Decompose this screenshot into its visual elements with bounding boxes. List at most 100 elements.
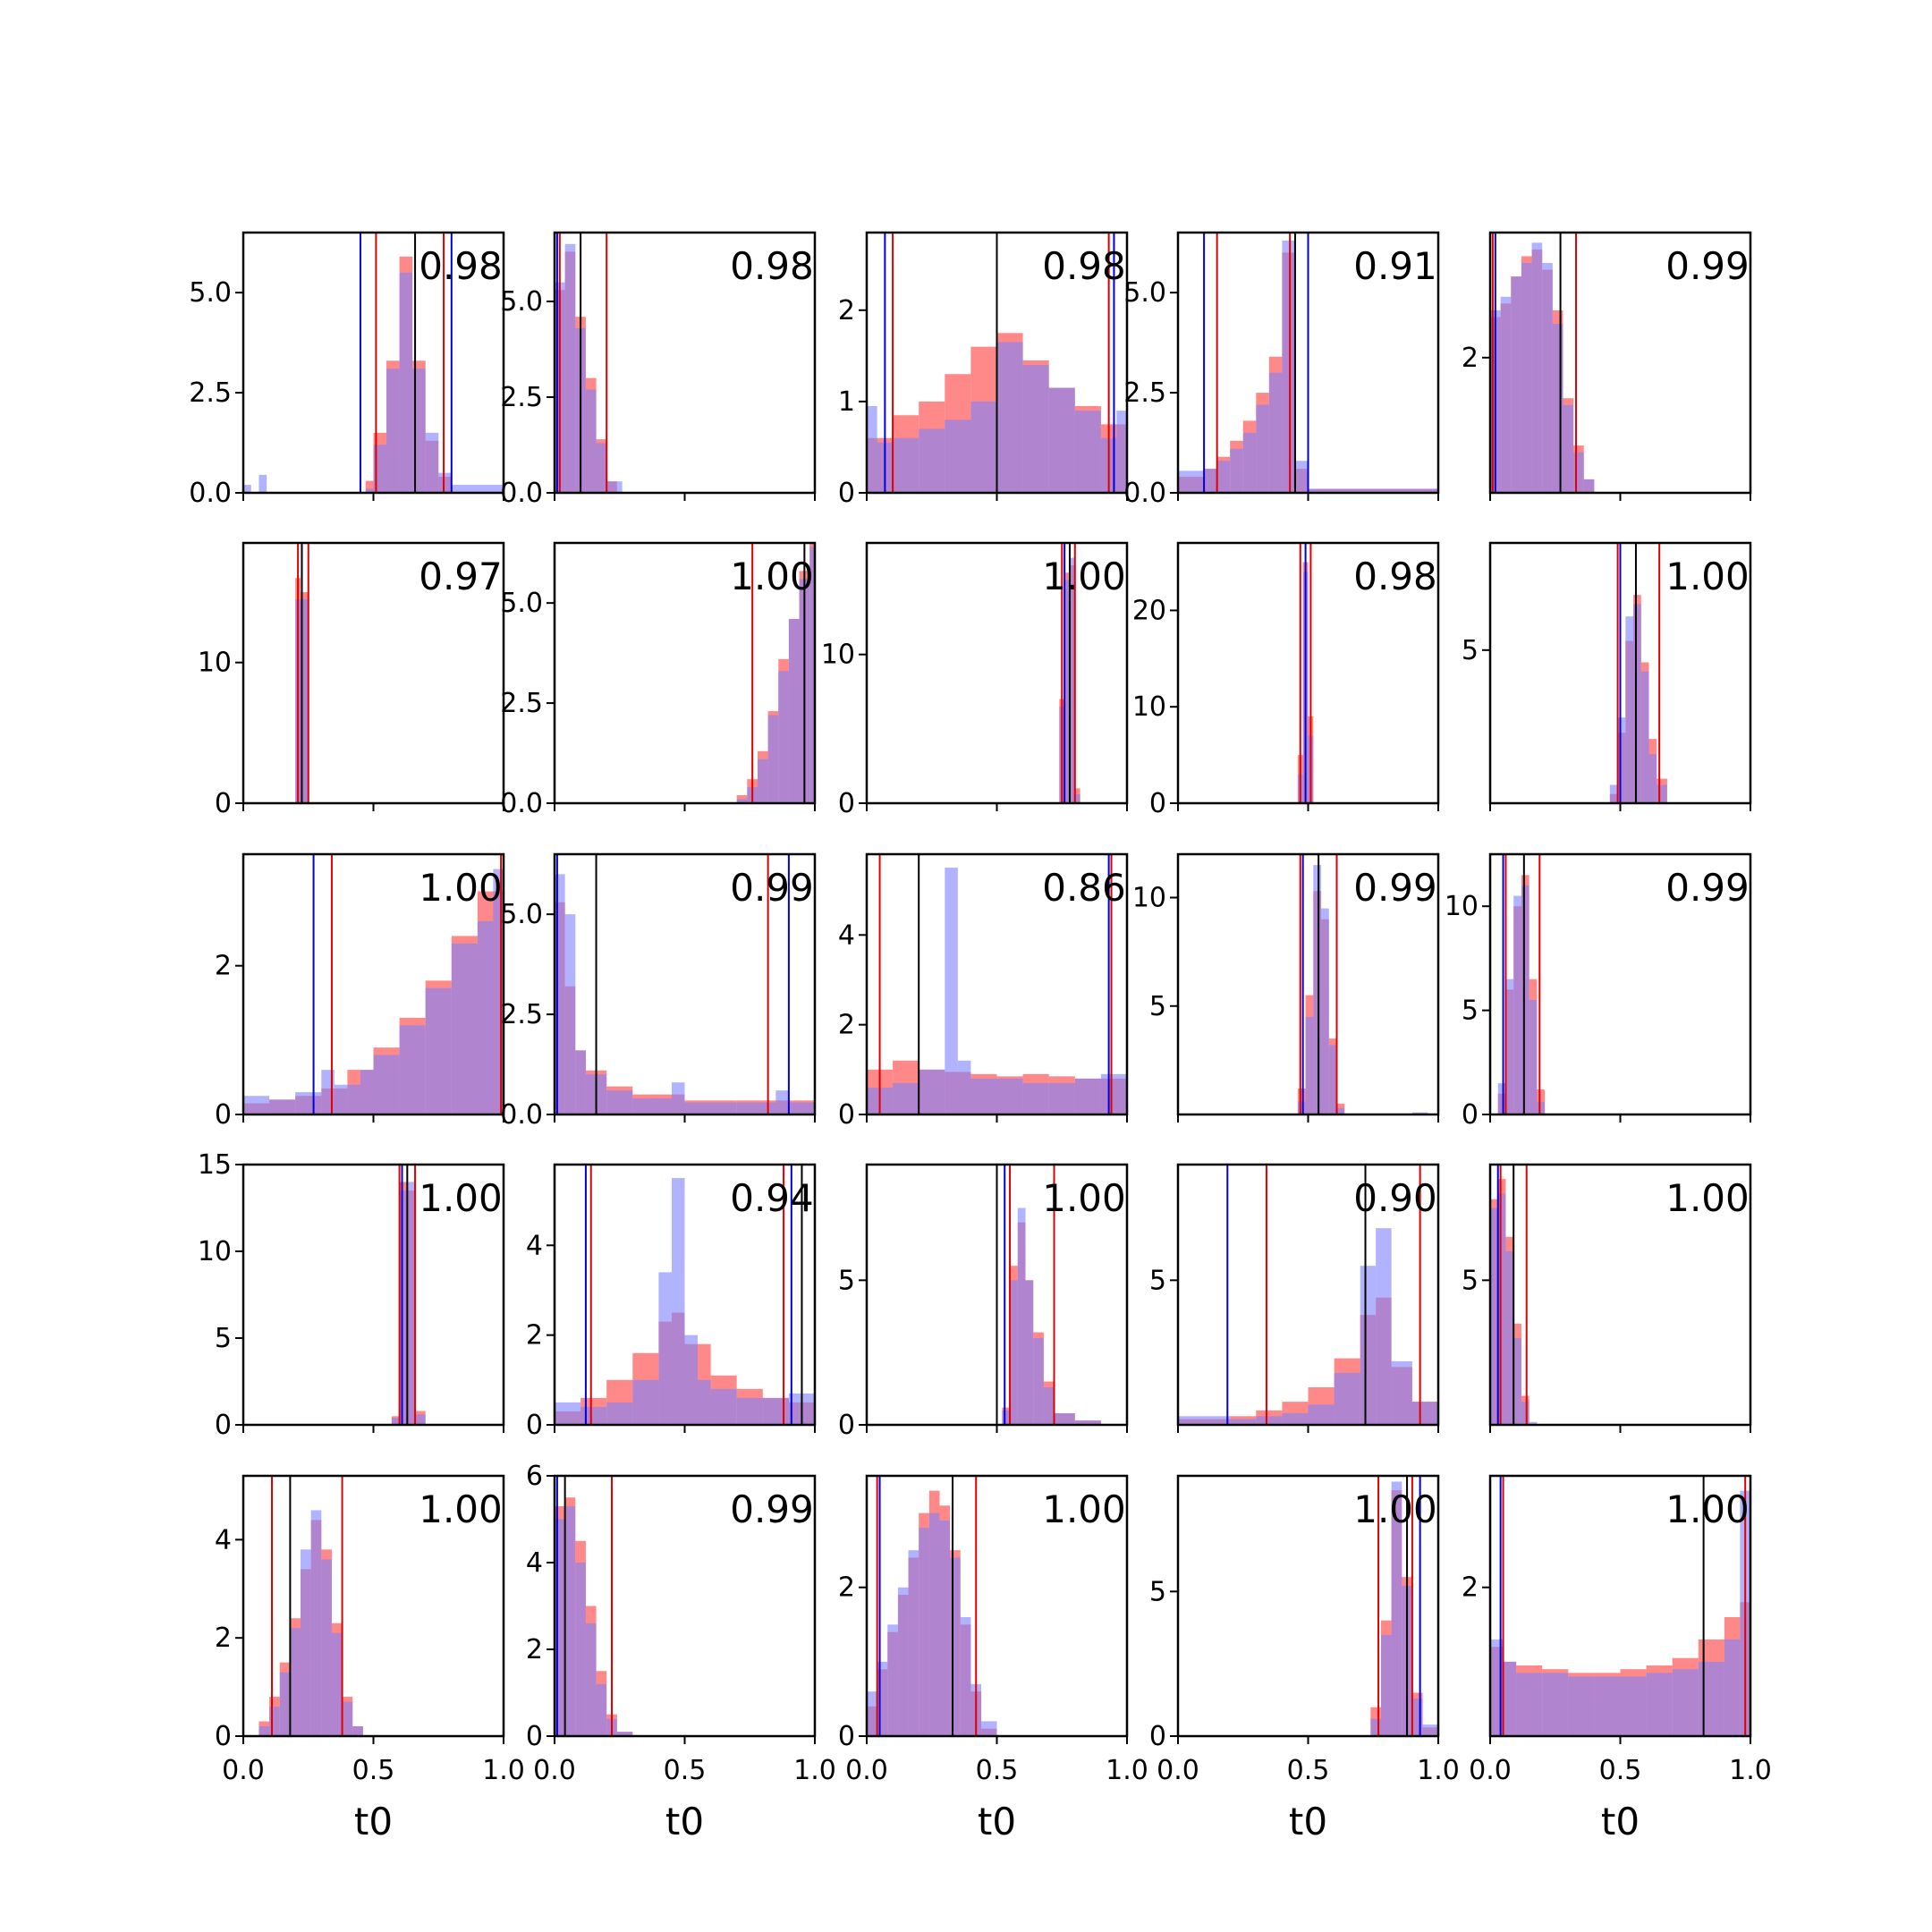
histogram-bar-blue xyxy=(1513,1338,1521,1425)
y-tick-label: 0 xyxy=(215,788,232,819)
plot-area xyxy=(555,1165,815,1425)
histogram-bar-blue xyxy=(1529,1421,1538,1425)
histogram-bar-blue xyxy=(658,1272,672,1425)
y-tick-label: 4 xyxy=(526,1230,543,1261)
histogram-bar-blue xyxy=(564,1505,576,1736)
y-tick-label: 0.0 xyxy=(189,478,232,509)
x-tick-label: 1.0 xyxy=(1106,1755,1148,1786)
x-axis-label: t0 xyxy=(1289,1800,1327,1843)
y-tick-label: 5 xyxy=(1462,635,1479,666)
histogram-bar-blue xyxy=(919,1069,945,1114)
histogram-panel-6: 0 10 0.97 xyxy=(198,541,505,819)
histogram-bar-blue xyxy=(767,715,779,803)
y-tick-label: 10 xyxy=(1132,883,1166,914)
histogram-bar-blue xyxy=(1563,404,1574,493)
y-tick-label: 0 xyxy=(1462,1099,1479,1131)
histogram-bar-blue xyxy=(585,1623,597,1736)
y-tick-label: 5.0 xyxy=(189,277,232,309)
histogram-panel-13: 0 2 4 0.86 xyxy=(838,852,1129,1131)
histogram-bar-blue xyxy=(1116,411,1127,493)
histogram-bar-blue xyxy=(1500,296,1512,493)
histogram-bar-blue xyxy=(347,1084,360,1114)
histogram-bar-blue xyxy=(1328,1045,1337,1114)
x-tick-label: 0.5 xyxy=(976,1755,1019,1786)
histogram-bar-blue xyxy=(399,1025,426,1114)
x-tick-label: 0.0 xyxy=(1469,1755,1512,1786)
x-tick-label: 0.0 xyxy=(533,1755,576,1786)
histogram-panel-2: 0.0 2.5 5.0 0.98 xyxy=(500,231,817,509)
histogram-bar-blue xyxy=(258,1726,270,1736)
histogram-bar-blue xyxy=(290,1628,301,1736)
histogram-panel-11: 021.00 xyxy=(215,852,505,1131)
histogram-bar-blue xyxy=(360,1070,374,1114)
y-tick-label: 0 xyxy=(215,1099,232,1131)
plot-area xyxy=(1370,1476,1438,1736)
panel-annotation: 0.99 xyxy=(1353,866,1437,910)
y-tick-label: 5 xyxy=(838,1265,855,1296)
histogram-bar-blue xyxy=(1511,276,1521,493)
histogram-bar-blue xyxy=(1542,1673,1569,1736)
plot-area xyxy=(1297,543,1314,803)
histogram-bar-blue xyxy=(1497,1193,1506,1425)
x-axis-label: t0 xyxy=(978,1800,1016,1843)
histogram-bar-blue xyxy=(555,1519,565,1736)
histogram-bar-blue xyxy=(1268,372,1283,493)
histogram-bar-blue xyxy=(736,799,748,803)
panel-annotation: 1.00 xyxy=(1353,1487,1437,1531)
histogram-panel-24: 0 5 0.0 0.5 1.0 t0 1.00 xyxy=(1149,1474,1460,1843)
histogram-bar-blue xyxy=(867,1691,877,1736)
histogram-bar-blue xyxy=(243,1096,270,1114)
histogram-bar-blue xyxy=(1022,365,1049,493)
histogram-bar-blue xyxy=(386,369,400,493)
plot-area xyxy=(1178,233,1438,493)
histogram-bar-blue xyxy=(438,472,452,493)
panel-annotation: 0.99 xyxy=(730,1487,814,1531)
histogram-bar-blue xyxy=(415,1414,426,1425)
plot-area xyxy=(243,854,504,1114)
histogram-bar-blue xyxy=(1074,1420,1101,1425)
histogram-bar-blue xyxy=(736,1397,763,1425)
histogram-bar-blue xyxy=(778,671,789,803)
y-tick-label: 1 xyxy=(838,386,855,418)
x-tick-label: 0.0 xyxy=(845,1755,888,1786)
histogram-bar-blue xyxy=(1308,488,1438,493)
histogram-bar-blue xyxy=(1594,1676,1621,1736)
y-tick-label: 2 xyxy=(215,951,232,982)
histogram-bar-blue xyxy=(1370,1718,1381,1736)
y-tick-label: 0.0 xyxy=(500,788,543,819)
histogram-bar-blue xyxy=(1002,1410,1011,1425)
histogram-bar-blue xyxy=(877,1661,888,1736)
histogram-bar-blue xyxy=(425,432,439,493)
histogram-bar-blue xyxy=(243,485,251,493)
histogram-bar-blue xyxy=(399,1191,408,1425)
histogram-panel-7: 0.0 2.5 5.0 1.00 xyxy=(500,541,817,819)
x-axis-label: t0 xyxy=(354,1800,393,1843)
histogram-bar-blue xyxy=(1256,1416,1283,1425)
y-tick-label: 2 xyxy=(526,1634,543,1665)
panel-annotation: 0.98 xyxy=(1353,555,1437,598)
y-tick-label: 5 xyxy=(1462,1265,1479,1296)
plot-area xyxy=(258,1476,363,1736)
histogram-bar-blue xyxy=(279,1672,291,1736)
y-tick-label: 10 xyxy=(821,640,855,671)
panel-annotation: 1.00 xyxy=(419,1176,503,1220)
histogram-panel-8: 0 10 1.00 xyxy=(821,541,1129,819)
plot-area xyxy=(555,233,623,493)
x-tick-label: 0.0 xyxy=(1157,1755,1199,1786)
panel-annotation: 1.00 xyxy=(1042,1176,1126,1220)
x-tick-label: 0.5 xyxy=(1599,1755,1642,1786)
histogram-panel-16: 0 5 10 15 1.00 xyxy=(198,1149,505,1441)
panel-annotation: 1.00 xyxy=(419,866,503,910)
histogram-bar-blue xyxy=(564,914,576,1114)
y-tick-label: 0 xyxy=(838,788,855,819)
y-tick-label: 0.0 xyxy=(500,1099,543,1131)
histogram-bar-blue xyxy=(606,481,623,493)
histogram-bar-blue xyxy=(596,443,607,493)
plot-area xyxy=(243,233,504,493)
histogram-bar-blue xyxy=(1204,469,1217,493)
histogram-bar-blue xyxy=(970,1078,1023,1114)
panel-annotation: 0.86 xyxy=(1042,866,1126,910)
y-tick-label: 4 xyxy=(215,1524,232,1555)
y-tick-label: 0 xyxy=(838,1721,855,1752)
histogram-bar-blue xyxy=(970,401,997,493)
